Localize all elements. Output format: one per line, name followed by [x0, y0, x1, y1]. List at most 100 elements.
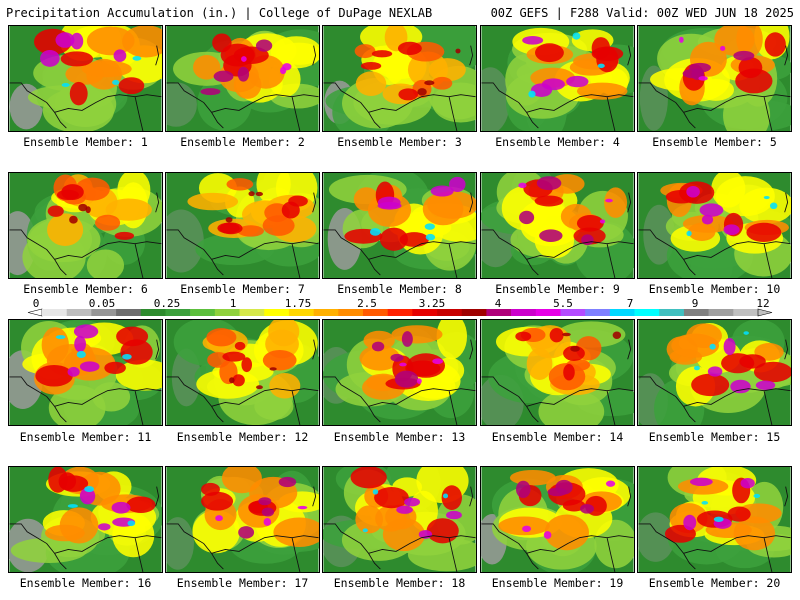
ensemble-member-label: Ensemble Member: 18 — [333, 576, 466, 590]
colorbar-tick-label: 1.75 — [284, 297, 312, 310]
colorbar-swatch — [288, 309, 314, 316]
boundary-lines — [166, 192, 319, 278]
ensemble-member-label: Ensemble Member: 19 — [491, 576, 624, 590]
ensemble-member-label: Ensemble Member: 2 — [180, 135, 305, 149]
ensemble-member-label: Ensemble Member: 20 — [648, 576, 781, 590]
colorbar-min-arrow — [27, 308, 43, 317]
ensemble-member-map — [8, 319, 163, 426]
colorbar-swatch — [338, 309, 364, 316]
colorbar-swatch — [362, 309, 388, 316]
precip-field — [322, 172, 477, 279]
boundary-lines — [166, 339, 319, 425]
ensemble-member-label: Ensemble Member: 8 — [337, 282, 462, 296]
colorbar-tick-label: 4 — [494, 297, 502, 310]
colorbar-swatch — [609, 309, 635, 316]
colorbar-swatch — [412, 309, 438, 316]
ensemble-member-label: Ensemble Member: 13 — [333, 430, 466, 444]
colorbar-tick-label: 3.25 — [418, 297, 446, 310]
boundary-lines — [481, 192, 634, 278]
precip-field — [165, 319, 320, 426]
ensemble-member-label: Ensemble Member: 7 — [180, 282, 305, 296]
precip-field — [8, 319, 163, 426]
colorbar-swatch — [387, 309, 413, 316]
colorbar-tick-label: 2.5 — [357, 297, 377, 310]
ensemble-member-map — [322, 319, 477, 426]
precip-field — [637, 172, 792, 279]
colorbar-swatch — [659, 309, 685, 316]
boundary-lines — [323, 339, 476, 425]
colorbar-swatch — [116, 309, 142, 316]
ensemble-member-map — [165, 172, 320, 279]
ensemble-member-label: Ensemble Member: 3 — [337, 135, 462, 149]
precip-field — [637, 25, 792, 132]
colorbar-swatch — [535, 309, 561, 316]
colorbar-tick-label: 12 — [756, 297, 770, 310]
ensemble-member-label: Ensemble Member: 9 — [495, 282, 620, 296]
colorbar-swatch — [486, 309, 512, 316]
colorbar-swatch — [140, 309, 166, 316]
ensemble-member-map — [322, 172, 477, 279]
boundary-lines — [481, 339, 634, 425]
ensemble-member-label: Ensemble Member: 4 — [495, 135, 620, 149]
colorbar-swatch — [42, 309, 67, 316]
boundary-lines — [9, 339, 162, 425]
boundary-lines — [166, 486, 319, 572]
ensemble-member-map — [480, 172, 635, 279]
ensemble-member-label: Ensemble Member: 17 — [176, 576, 309, 590]
precip-field — [480, 172, 635, 279]
ensemble-member-map — [637, 466, 792, 573]
colorbar-swatch — [511, 309, 537, 316]
boundary-lines — [481, 486, 634, 572]
colorbar-tick-label: 0.25 — [153, 297, 181, 310]
ensemble-member-map — [165, 25, 320, 132]
colorbar-swatch — [66, 309, 92, 316]
boundary-lines — [638, 45, 791, 131]
ensemble-member-map — [480, 319, 635, 426]
precip-field — [480, 25, 635, 132]
colorbar-tick-label: 0.05 — [88, 297, 116, 310]
boundary-lines — [638, 339, 791, 425]
map-title: Precipitation Accumulation (in.) | Colle… — [6, 6, 433, 20]
ensemble-member-label: Ensemble Member: 12 — [176, 430, 309, 444]
ensemble-member-map — [8, 25, 163, 132]
ensemble-member-map — [322, 466, 477, 573]
colorbar-swatch — [264, 309, 290, 316]
colorbar-swatch — [708, 309, 734, 316]
colorbar-tick-label: 7 — [626, 297, 634, 310]
boundary-lines — [323, 45, 476, 131]
ensemble-member-label: Ensemble Member: 15 — [648, 430, 781, 444]
ensemble-member-map — [8, 466, 163, 573]
precip-field — [165, 25, 320, 132]
ensemble-member-label: Ensemble Member: 16 — [19, 576, 152, 590]
boundary-lines — [9, 486, 162, 572]
ensemble-member-map — [165, 319, 320, 426]
precip-field — [322, 319, 477, 426]
colorbar-swatch — [313, 309, 339, 316]
colorbar-swatch — [560, 309, 586, 316]
ensemble-member-map — [165, 466, 320, 573]
ensemble-member-map — [322, 25, 477, 132]
colorbar-swatch — [214, 309, 240, 316]
ensemble-member-map — [480, 25, 635, 132]
colorbar-tick-label: 5.5 — [553, 297, 573, 310]
precip-field — [322, 466, 477, 573]
precip-field — [165, 172, 320, 279]
precip-field — [480, 319, 635, 426]
ensemble-member-map — [8, 172, 163, 279]
ensemble-member-label: Ensemble Member: 6 — [23, 282, 148, 296]
precip-field — [480, 466, 635, 573]
colorbar-swatch — [585, 309, 611, 316]
colorbar-max-arrow — [757, 308, 773, 317]
colorbar-swatch — [461, 309, 487, 316]
precip-field — [8, 172, 163, 279]
colorbar-tick-label: 9 — [691, 297, 699, 310]
ensemble-member-map — [637, 25, 792, 132]
precip-field — [8, 466, 163, 573]
precip-field — [165, 466, 320, 573]
colorbar-swatch — [91, 309, 117, 316]
precip-field — [637, 319, 792, 426]
colorbar-tick-label: 1 — [229, 297, 237, 310]
boundary-lines — [9, 45, 162, 131]
colorbar-swatch — [239, 309, 265, 316]
ensemble-member-map — [637, 319, 792, 426]
